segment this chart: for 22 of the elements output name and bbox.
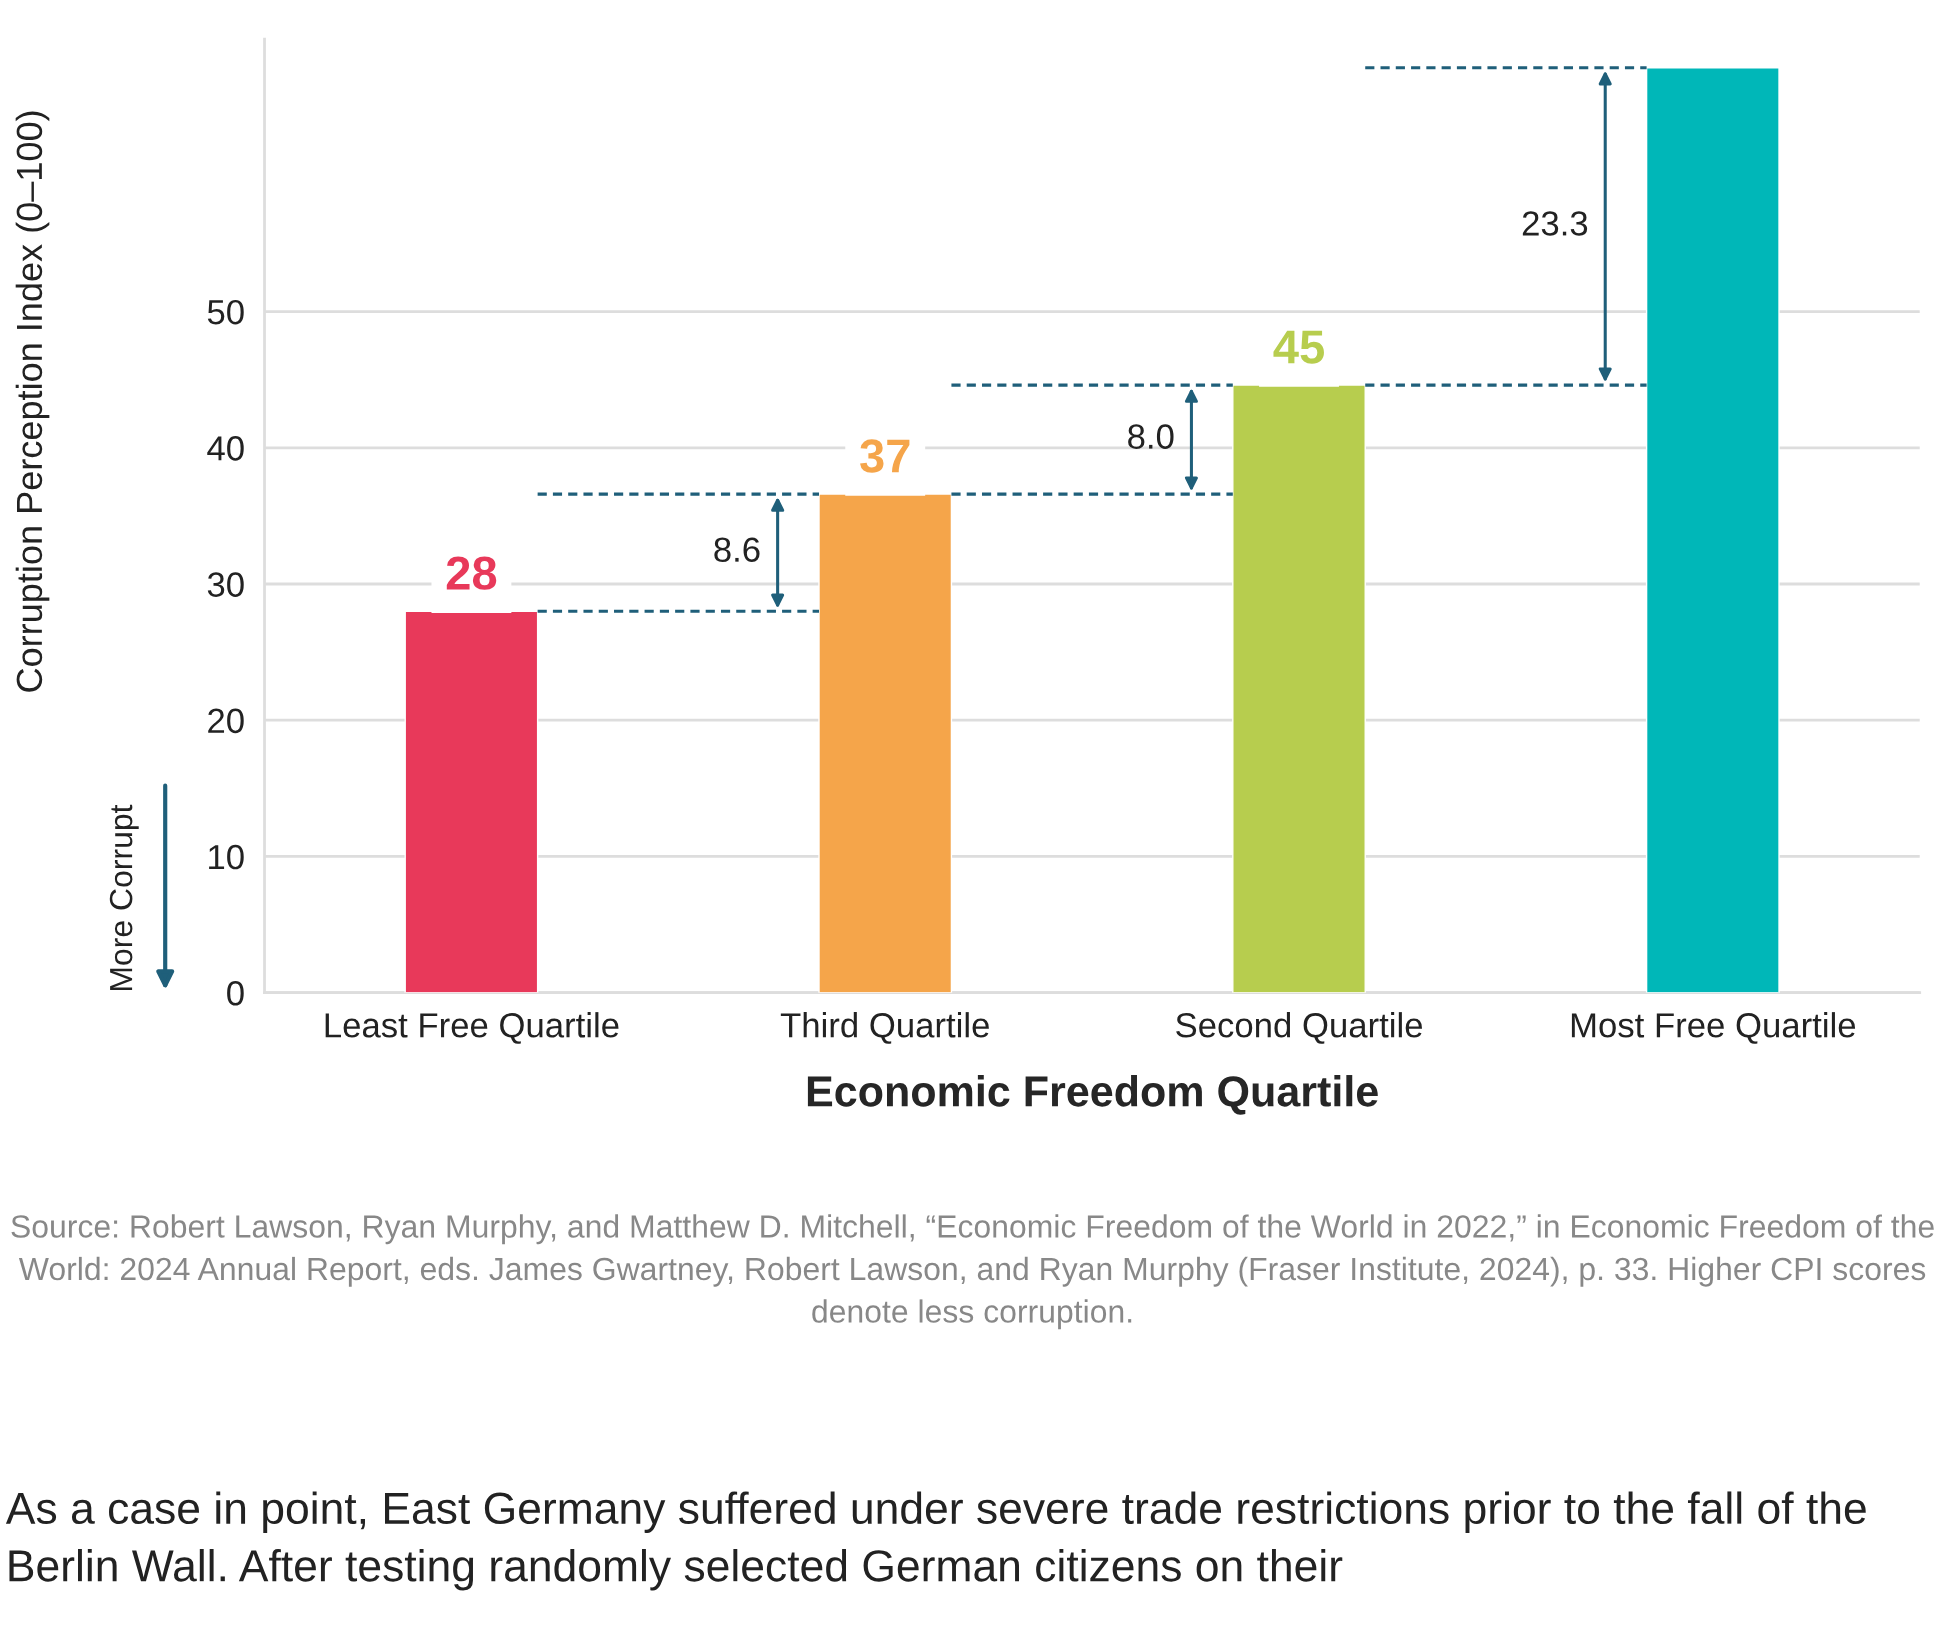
data-label: 45 — [1273, 330, 1324, 364]
y-axis-title: Corruption Perception Index (0–100) — [15, 111, 50, 692]
y-tick-label: 30 — [207, 572, 244, 597]
annotation: 8.0 — [1128, 424, 1174, 449]
x-tick-label: Least Free Quartile — [325, 1012, 619, 1044]
x-axis-title: Economic Freedom Quartile — [807, 1075, 1378, 1115]
y-tick-label: 50 — [207, 299, 244, 325]
y-tick-label: 10 — [209, 844, 244, 870]
x-tick-label: Third Quartile — [780, 1012, 989, 1044]
source-note: Source: Robert Lawson, Ryan Murphy, and Matthew D. Mitchell, “Economic Freedom of the World in 2022,” in Economic Freedom of the World: 2024 Annual Report, eds. James Gwartney, Robert Lawson, and Ryan Murphy (Fraser Institute, 2024), p. 33. Higher CPI scores denote less corruption. — [11, 1214, 1934, 1330]
x-tick-label: Most Free Quartile — [1571, 1012, 1856, 1044]
x-tick-label: Second Quartile — [1176, 1012, 1422, 1044]
text: More Corrupt — [109, 804, 139, 991]
y-tick-label: 20 — [208, 708, 244, 734]
y-tick-label: 0 — [227, 981, 244, 1006]
data-label: 37 — [860, 439, 910, 473]
y-tick-label: 40 — [207, 436, 244, 461]
data-label: 28 — [446, 556, 497, 590]
text: As a case in point, East Germany suffered under severe trade restrictions prior to the fall of the Berlin Wall. After testing randomly selected German citizens on their — [5, 1491, 1866, 1591]
annotation: 23.3 — [1522, 211, 1588, 236]
bar — [1645, 67, 1780, 993]
annotation: 8.6 — [714, 537, 760, 562]
